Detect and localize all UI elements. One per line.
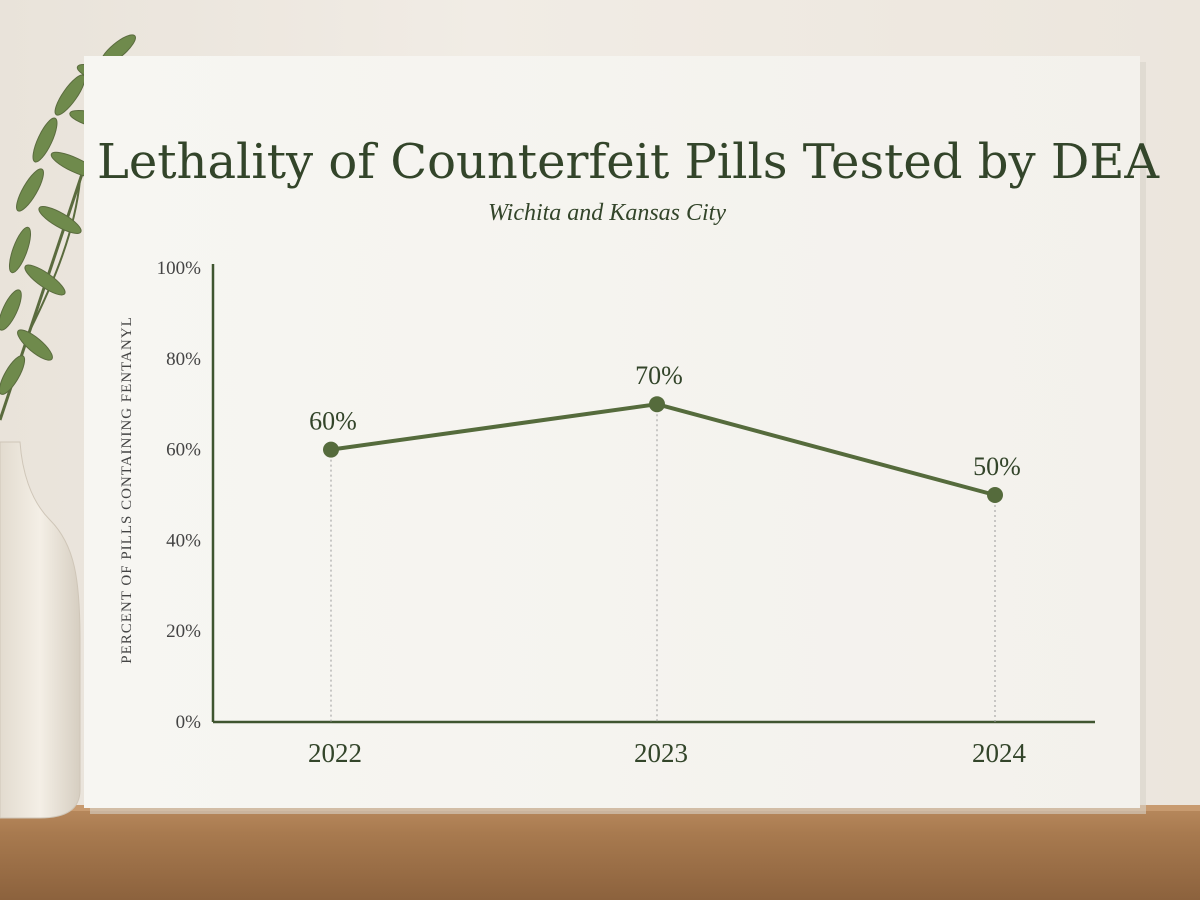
data-label-2022: 60% xyxy=(309,407,357,436)
x-tick-labels: 2022 2023 2024 xyxy=(308,738,1027,768)
y-tick-label-0: 0% xyxy=(176,712,202,733)
x-tick-label-2024: 2024 xyxy=(972,738,1027,768)
vase-icon xyxy=(0,441,81,819)
data-labels: 60% 70% 50% xyxy=(309,361,1021,481)
x-tick-label-2022: 2022 xyxy=(308,738,362,768)
y-tick-label-80: 80% xyxy=(166,349,201,370)
wooden-shelf xyxy=(0,805,1200,900)
y-tick-label-100: 100% xyxy=(157,258,202,279)
chart-title: Lethality of Counterfeit Pills Tested by… xyxy=(97,134,1160,190)
data-point-2022 xyxy=(323,441,339,458)
guide-lines xyxy=(330,404,996,722)
y-axis-label: PERCENT OF PILLS CONTAINING FENTANYL xyxy=(119,316,135,664)
chart-subtitle: Wichita and Kansas City xyxy=(488,200,726,226)
x-tick-label-2023: 2023 xyxy=(634,738,688,768)
data-points xyxy=(323,396,1003,503)
data-label-2024: 50% xyxy=(973,452,1021,481)
y-tick-labels: 0% 20% 40% 60% 80% 100% xyxy=(157,258,202,733)
y-tick-label-40: 40% xyxy=(166,530,201,551)
data-label-2023: 70% xyxy=(635,361,683,390)
y-tick-label-20: 20% xyxy=(166,621,201,642)
poster-board xyxy=(84,56,1140,808)
data-point-2024 xyxy=(987,487,1003,503)
data-point-2023 xyxy=(649,396,665,413)
y-tick-label-60: 60% xyxy=(166,440,201,461)
